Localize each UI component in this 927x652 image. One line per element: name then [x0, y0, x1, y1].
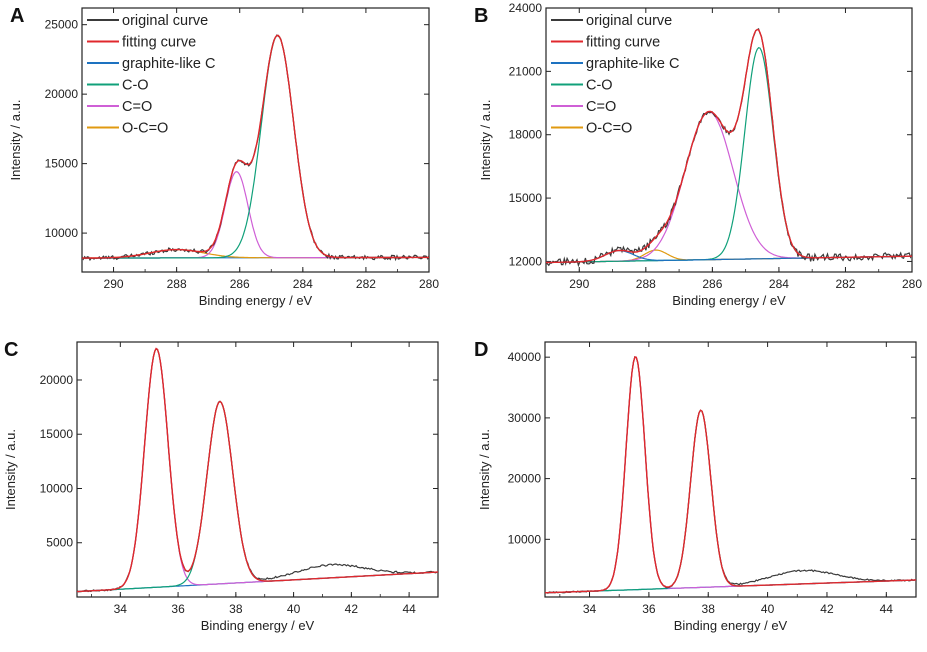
x-tick-label: 38: [702, 602, 716, 616]
plot-frame: [81, 7, 430, 273]
y-tick-label: 15000: [40, 427, 74, 441]
panel-letter: A: [10, 5, 24, 27]
panel-letter: B: [474, 5, 488, 27]
c-eq-o-series: [82, 171, 429, 259]
c-o-series: [545, 409, 916, 594]
x-tick-label: 282: [356, 277, 376, 291]
x-tick-label: 280: [902, 277, 922, 291]
x-tick-label: 286: [702, 277, 722, 291]
legend-label: O-C=O: [586, 121, 632, 137]
fitting-curve-series: [546, 28, 912, 264]
legend-label: C-O: [122, 78, 149, 94]
y-tick-label: 40000: [508, 350, 542, 364]
y-axis-title: Intensity / a.u.: [8, 100, 23, 181]
legend: original curve fitting curve graphite-like…: [87, 13, 216, 137]
plot-area: [82, 34, 429, 262]
panel-D: D 34 36 38 40 42 44 10000 20000 30000 40000 Binding…: [474, 339, 917, 633]
fitting-curve-series: [82, 34, 429, 259]
legend: original curve fitting curve graphite-like…: [551, 13, 680, 137]
panel-C: C 34 36 38 40 42 44 5000 10000 15000 20000 Binding …: [3, 339, 439, 633]
y-tick-label: 10000: [45, 226, 79, 240]
legend-label: O-C=O: [122, 121, 168, 137]
plot-area: [77, 347, 438, 593]
legend-label: fitting curve: [586, 35, 660, 51]
y-tick-label: 24000: [509, 1, 543, 15]
y-tick-label: 30000: [508, 411, 542, 425]
y-axis-title: Intensity / a.u.: [3, 429, 18, 510]
y-axis-title: Intensity / a.u.: [478, 100, 493, 181]
panel-B: B 290 288 286 284 282 280 12000 15000 18000 21000 2…: [474, 1, 922, 308]
y-tick-label: 10000: [40, 481, 74, 495]
x-tick-label: 290: [104, 277, 124, 291]
x-tick-label: 34: [114, 602, 128, 616]
legend-label: original curve: [586, 13, 672, 29]
legend-label: graphite-like C: [122, 56, 216, 72]
x-tick-label: 36: [642, 602, 656, 616]
x-tick-label: 34: [583, 602, 597, 616]
y-tick-label: 5000: [46, 536, 73, 550]
x-tick-label: 290: [569, 277, 589, 291]
y-tick-label: 15000: [509, 191, 543, 205]
x-tick-label: 38: [229, 602, 243, 616]
panel-A: A 290 288 286 284 282 280 10000 15000 20000 25000 B…: [8, 5, 439, 308]
x-tick-label: 42: [820, 602, 834, 616]
legend-label: graphite-like C: [586, 56, 680, 72]
fitting-curve-series: [545, 356, 916, 594]
panel-letter: D: [474, 339, 488, 361]
y-tick-label: 20000: [508, 472, 542, 486]
plot-frame: [544, 341, 917, 598]
x-axis-title: Binding energy / eV: [674, 618, 788, 633]
x-tick-label: 40: [287, 602, 301, 616]
legend-label: fitting curve: [122, 35, 196, 51]
x-axis-title: Binding energy / eV: [672, 293, 786, 308]
x-tick-label: 42: [345, 602, 359, 616]
plot-area: [546, 27, 912, 268]
x-tick-label: 286: [230, 277, 250, 291]
x-tick-label: 40: [761, 602, 775, 616]
c-eq-o-series: [77, 347, 438, 593]
panel-letter: C: [4, 339, 18, 361]
plot-frame: [76, 341, 439, 598]
y-tick-label: 25000: [45, 18, 79, 32]
fitting-curve-series: [77, 347, 438, 593]
c-eq-o-series: [545, 356, 916, 594]
plot-area: [545, 355, 916, 594]
x-axis-title: Binding energy / eV: [199, 293, 313, 308]
original-curve-series: [545, 355, 916, 594]
x-tick-label: 288: [636, 277, 656, 291]
y-tick-label: 15000: [45, 157, 79, 171]
x-tick-label: 284: [293, 277, 313, 291]
original-curve-series: [77, 348, 438, 593]
plot-frame: [545, 7, 913, 273]
x-tick-label: 280: [419, 277, 439, 291]
y-tick-label: 12000: [509, 254, 543, 268]
x-tick-label: 282: [835, 277, 855, 291]
x-tick-label: 44: [880, 602, 894, 616]
x-axis-title: Binding energy / eV: [201, 618, 315, 633]
x-tick-label: 36: [171, 602, 185, 616]
y-tick-label: 20000: [45, 87, 79, 101]
y-axis-title: Intensity / a.u.: [477, 429, 492, 510]
original-curve-series: [546, 27, 912, 268]
y-tick-label: 20000: [40, 373, 74, 387]
y-tick-label: 18000: [509, 128, 543, 142]
x-tick-label: 288: [167, 277, 187, 291]
legend-label: original curve: [122, 13, 208, 29]
x-tick-label: 44: [402, 602, 416, 616]
legend-label: C=O: [586, 99, 616, 115]
y-tick-label: 10000: [508, 532, 542, 546]
y-tick-label: 21000: [509, 64, 543, 78]
legend-label: C=O: [122, 99, 152, 115]
x-tick-label: 284: [769, 277, 789, 291]
legend-label: C-O: [586, 78, 613, 94]
